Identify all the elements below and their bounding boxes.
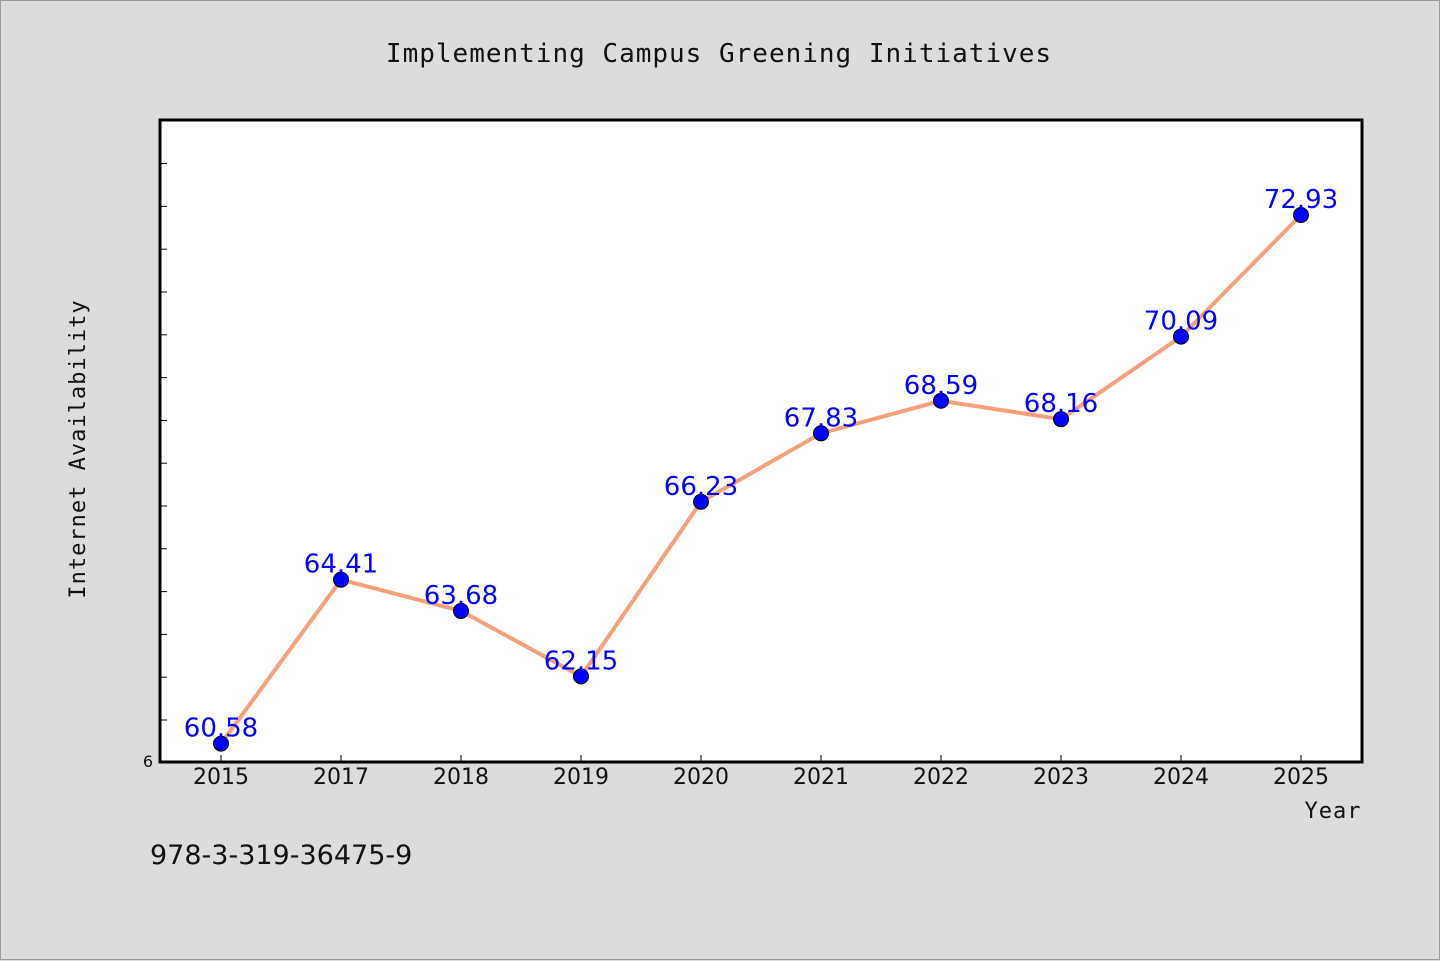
data-point: [1053, 411, 1069, 428]
data-point: [573, 668, 589, 685]
x-tick-label: 2017: [313, 765, 369, 790]
data-label: 64.41: [304, 550, 378, 580]
x-tick-label: 2020: [673, 765, 729, 790]
data-label: 66.23: [664, 472, 738, 502]
data-label: 68.16: [1024, 389, 1098, 419]
data-label: 60.58: [184, 714, 258, 744]
data-label: 67.83: [784, 403, 858, 433]
x-tick-label: 2021: [793, 765, 849, 790]
data-point: [333, 571, 349, 588]
y-axis-ticks: [160, 163, 167, 721]
x-tick-label: 2024: [1153, 765, 1209, 790]
data-label: 62.15: [544, 646, 618, 676]
data-point: [813, 425, 829, 442]
data-point: [933, 392, 949, 409]
y-axis-label: Internet Availability: [66, 299, 91, 598]
x-tick-label: 2022: [913, 765, 969, 790]
x-tick-label: 2015: [193, 765, 249, 790]
data-label: 72.93: [1264, 185, 1338, 215]
plot-area: [158, 118, 1364, 764]
series-line: [219, 213, 1303, 745]
data-point: [213, 735, 229, 752]
x-axis-label: Year: [1305, 799, 1362, 824]
series-markers: [213, 207, 1309, 752]
data-point: [1293, 207, 1309, 224]
data-point: [693, 493, 709, 510]
x-tick-label: 2019: [553, 765, 609, 790]
data-labels: 60.58 64.41 63.68 62.15 66.23 67.83 68.59 68.16…: [184, 185, 1338, 744]
x-tick-label: 2018: [433, 765, 489, 790]
chart-title: Implementing Campus Greening Initiatives: [386, 39, 1052, 69]
x-tick-label: 2023: [1033, 765, 1089, 790]
y-axis-min-label: 6: [143, 752, 153, 771]
data-label: 63.68: [424, 581, 498, 611]
data-point: [453, 602, 469, 619]
x-tick-label: 2025: [1273, 765, 1329, 790]
data-label: 68.59: [904, 371, 978, 401]
x-axis-ticks: [220, 755, 1302, 762]
data-point: [1173, 328, 1189, 345]
data-label: 70.09: [1144, 307, 1218, 337]
isbn-footer: 978-3-319-36475-9: [150, 840, 412, 871]
x-axis-tick-labels: 2015 2017 2018 2019 2020 2021 2022 2023 2024 2025: [193, 765, 1329, 790]
